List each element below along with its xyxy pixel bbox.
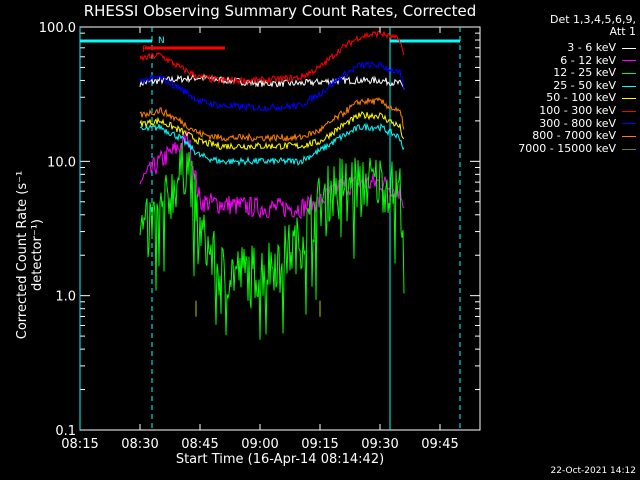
legend-swatch	[622, 123, 636, 125]
legend-swatch	[622, 110, 636, 112]
legend-swatch	[622, 60, 636, 62]
legend-header-line-1: Det 1,3,4,5,6,9,	[549, 13, 636, 26]
series-line	[139, 60, 405, 112]
x-tick-label: 08:15	[61, 437, 98, 452]
x-tick-label: 09:15	[301, 437, 338, 452]
x-tick-label: 09:45	[421, 437, 458, 452]
legend-swatch	[622, 85, 636, 87]
legend-swatch	[622, 72, 636, 74]
legend: 3 - 6 keV 6 - 12 keV 12 - 25 keV 25 - 50 ke…	[486, 41, 636, 156]
series-line	[139, 73, 405, 90]
legend-swatch	[622, 135, 636, 137]
legend-swatch	[622, 148, 636, 150]
legend-label: 100 - 300 keV	[539, 103, 616, 117]
legend-label: 6 - 12 keV	[560, 53, 616, 67]
series-line	[139, 97, 405, 143]
chart-title: RHESSI Observing Summary Count Rates, Co…	[83, 2, 477, 20]
x-tick-label: 09:00	[241, 437, 278, 452]
y-tick-label: 10.0	[47, 155, 76, 170]
legend-label: 300 - 800 keV	[539, 116, 616, 130]
footer-timestamp: 22-Oct-2021 14:12	[550, 466, 636, 476]
x-tick-label: 08:45	[181, 437, 218, 452]
x-axis-label: Start Time (16-Apr-14 08:14:42)	[175, 452, 385, 467]
legend-label: 3 - 6 keV	[567, 41, 616, 54]
y-tick-label: 1.0	[55, 290, 76, 305]
flare-annotation: F	[142, 45, 147, 55]
legend-header: Det 1,3,4,5,6,9, Att 1	[486, 14, 636, 38]
legend-entry: 12 - 25 keV	[486, 67, 636, 80]
legend-entry: 3 - 6 keV	[486, 41, 636, 55]
legend-label: 25 - 50 keV	[553, 78, 616, 92]
series-line	[139, 30, 405, 86]
legend-entry: 6 - 12 keV	[486, 53, 636, 68]
legend-swatch	[622, 98, 636, 100]
legend-swatch	[622, 47, 636, 49]
night-annotation: N	[158, 36, 165, 46]
x-tick-label: 09:30	[361, 437, 398, 452]
legend-label: 7000 - 15000 keV	[518, 141, 616, 155]
legend-label: 800 - 7000 keV	[532, 129, 616, 143]
legend-header-line-2: Att 1	[609, 25, 636, 38]
legend-entry: 25 - 50 keV	[486, 78, 636, 93]
legend-label: 12 - 25 keV	[553, 66, 616, 80]
legend-entry: 7000 - 15000 keV	[486, 141, 636, 156]
legend-entry: 50 - 100 keV	[486, 92, 636, 105]
series-line	[139, 110, 405, 151]
legend-entry: 800 - 7000 keV	[486, 130, 636, 143]
plot-frame	[79, 26, 481, 431]
x-tick-label: 08:30	[121, 437, 158, 452]
legend-entry: 300 - 800 keV	[486, 116, 636, 131]
legend-label: 50 - 100 keV	[546, 91, 616, 105]
y-tick-label: 0.1	[55, 424, 76, 439]
series-line	[139, 142, 405, 340]
series-line	[139, 122, 405, 167]
legend-entry: 100 - 300 keV	[486, 103, 636, 118]
y-tick-label: 100.0	[39, 21, 76, 36]
